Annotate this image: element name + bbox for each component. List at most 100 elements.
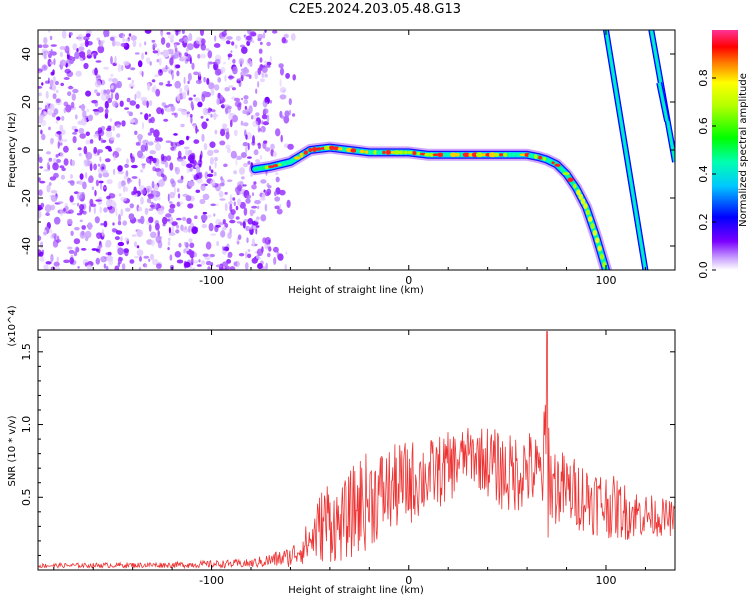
y-tick-label: -40	[20, 237, 33, 255]
noise-speck	[52, 239, 59, 248]
noise-speck	[158, 82, 164, 86]
noise-speck	[117, 256, 122, 265]
noise-speck	[85, 152, 93, 160]
noise-speck	[79, 204, 85, 211]
noise-speck	[117, 165, 123, 172]
noise-speck	[148, 118, 152, 124]
noise-speck	[112, 222, 115, 226]
noise-speck	[38, 210, 42, 219]
noise-speck	[43, 169, 51, 172]
signal-hotspot	[538, 155, 542, 160]
noise-speck	[184, 247, 190, 252]
noise-speck	[121, 263, 126, 270]
noise-speck	[226, 36, 233, 40]
noise-speck	[103, 207, 108, 213]
noise-speck	[69, 195, 74, 203]
noise-speck	[247, 226, 253, 230]
signal-hotspot	[333, 146, 340, 151]
noise-speck	[77, 33, 84, 42]
signal-hotspot	[560, 168, 564, 171]
noise-speck	[247, 156, 252, 159]
noise-speck	[150, 231, 157, 238]
noise-speck	[144, 207, 149, 215]
noise-speck	[192, 267, 196, 270]
signal-hotspot	[403, 150, 408, 155]
noise-speck	[117, 241, 125, 247]
noise-speck	[242, 142, 249, 147]
noise-speck	[283, 115, 290, 124]
noise-speck	[109, 36, 115, 41]
noise-speck	[123, 175, 128, 180]
noise-speck	[75, 114, 78, 120]
y-tick-label: 1.0	[20, 416, 33, 434]
noise-speck	[214, 160, 217, 169]
colorbar: 0.0 0.2 0.4 0.6 0.8 Normalized spectral ampl…	[697, 30, 749, 279]
noise-speck	[210, 233, 217, 236]
noise-speck	[176, 70, 180, 77]
noise-speck	[38, 115, 44, 124]
x-tick-label: 100	[595, 274, 616, 287]
noise-speck	[162, 223, 166, 227]
noise-speck	[198, 71, 201, 77]
noise-speck	[96, 37, 101, 41]
signal-hotspot	[264, 165, 269, 170]
noise-speck	[70, 230, 74, 236]
noise-speck	[260, 214, 267, 222]
noise-speck	[140, 215, 145, 225]
noise-speck	[235, 216, 240, 220]
noise-speck	[251, 184, 257, 190]
noise-speck	[74, 128, 79, 133]
noise-speck	[231, 114, 238, 123]
noise-speck	[128, 213, 135, 220]
noise-speck	[95, 257, 101, 265]
noise-speck	[241, 97, 244, 101]
noise-speck	[214, 35, 217, 42]
noise-speck	[236, 241, 240, 245]
noise-speck	[145, 51, 148, 55]
spectrogram-x-label: Height of straight line (km)	[288, 285, 424, 296]
noise-speck	[137, 219, 142, 222]
noise-speck	[89, 139, 94, 144]
noise-speck	[133, 241, 138, 248]
noise-speck	[251, 192, 255, 197]
signal-hotspot	[567, 177, 574, 183]
noise-speck	[176, 224, 180, 229]
noise-speck	[95, 179, 99, 187]
noise-speck	[68, 209, 74, 214]
noise-speck	[115, 208, 118, 217]
signal-hotspot	[272, 164, 279, 168]
noise-speck	[224, 87, 230, 92]
noise-speck	[78, 153, 82, 157]
noise-speck	[98, 180, 104, 184]
noise-speck	[130, 86, 134, 89]
noise-speck	[108, 77, 113, 82]
noise-speck	[245, 74, 252, 77]
noise-speck	[207, 61, 210, 69]
noise-speck	[209, 253, 216, 258]
noise-speck	[52, 93, 57, 100]
noise-speck	[227, 179, 233, 182]
snr-panel: -100 0 100 0.5 1.0 1.5 Height of straight li…	[7, 305, 676, 596]
noise-speck	[188, 180, 195, 187]
noise-speck	[169, 191, 176, 199]
noise-speck	[175, 30, 179, 36]
noise-speck	[154, 74, 159, 78]
noise-speck	[152, 166, 157, 172]
noise-speck	[241, 46, 248, 54]
noise-speck	[269, 99, 273, 104]
noise-speck	[213, 112, 217, 120]
noise-speck	[50, 137, 54, 145]
noise-speck	[220, 267, 225, 270]
noise-speck	[220, 94, 223, 101]
noise-speck	[247, 160, 251, 165]
signal-hotspot	[511, 152, 517, 157]
signal-hotspot	[551, 161, 555, 164]
noise-speck	[49, 204, 56, 211]
noise-speck	[77, 202, 80, 207]
noise-speck	[284, 110, 290, 118]
noise-speck	[129, 100, 137, 106]
noise-speck	[106, 179, 113, 185]
noise-speck	[260, 179, 267, 184]
noise-speck	[120, 196, 127, 202]
signal-hotspot	[286, 160, 291, 165]
